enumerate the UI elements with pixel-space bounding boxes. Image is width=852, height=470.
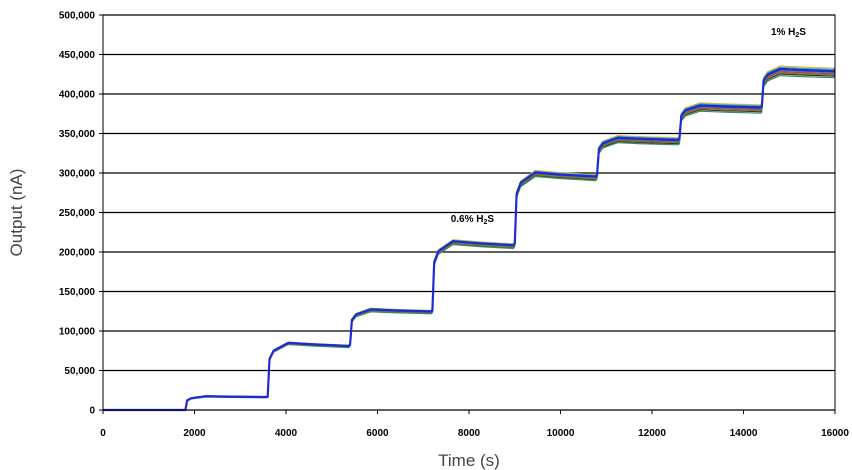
x-tick-label: 12000	[638, 428, 666, 439]
series-line	[103, 66, 836, 411]
series-line	[103, 68, 836, 412]
x-tick-label: 4000	[275, 428, 298, 439]
y-tick-label: 500,000	[59, 11, 96, 22]
y-axis-title: Output (nA)	[7, 169, 26, 257]
x-tick-label: 2000	[183, 428, 206, 439]
x-axis-title: Time (s)	[438, 451, 500, 470]
y-tick-label: 450,000	[59, 50, 96, 61]
series-layer	[103, 65, 836, 412]
gridlines	[103, 14, 835, 411]
x-ticks: 0 2000 4000 6000 8000 10000 12000 14000 16000	[100, 410, 849, 439]
series-line	[103, 65, 836, 411]
x-tick-label: 16000	[821, 428, 849, 439]
y-tick-label: 400,000	[59, 90, 96, 101]
x-tick-label: 10000	[547, 428, 575, 439]
y-ticks: 0 50,000 100,000 150,000 200,000 250,000 300,0…	[59, 11, 103, 417]
x-tick-label: 14000	[730, 428, 758, 439]
annotations: 0.6% H2S 1% H2S	[451, 27, 807, 226]
annotation-label: 0.6% H2S	[451, 214, 495, 226]
y-tick-label: 300,000	[59, 169, 96, 180]
annotation-label: 1% H2S	[771, 27, 806, 39]
x-tick-label: 0	[100, 428, 106, 439]
y-tick-label: 100,000	[59, 327, 96, 338]
x-tick-label: 6000	[366, 428, 389, 439]
y-tick-label: 50,000	[64, 366, 95, 377]
y-tick-label: 200,000	[59, 248, 96, 259]
y-tick-label: 250,000	[59, 208, 96, 219]
series-line	[103, 67, 836, 411]
x-tick-label: 8000	[458, 428, 481, 439]
y-tick-label: 0	[89, 406, 95, 417]
y-tick-label: 150,000	[59, 287, 96, 298]
y-tick-label: 350,000	[59, 129, 96, 140]
